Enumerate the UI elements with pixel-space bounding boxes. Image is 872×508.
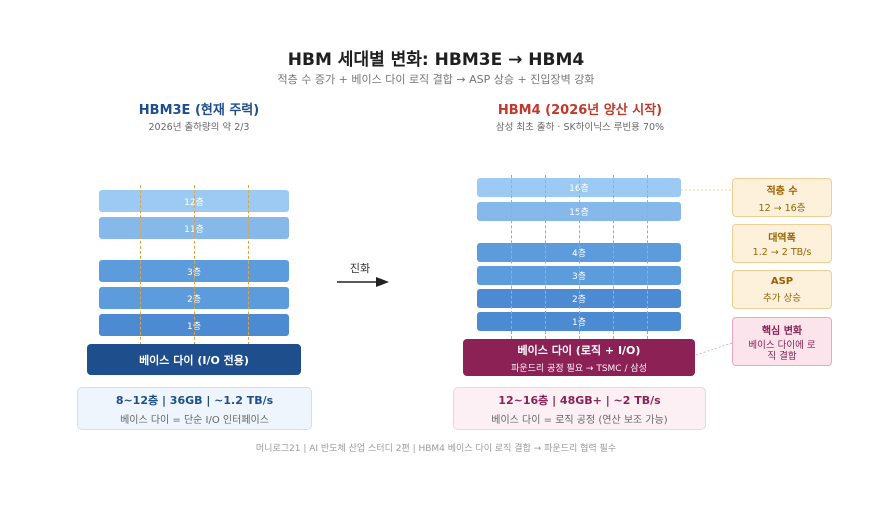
hbm3e-subheading: 2026년 출하량의 약 2/3 bbox=[148, 122, 250, 133]
callout-connectors bbox=[681, 189, 733, 356]
hbm3e-heading: HBM3E (현재 주력) bbox=[138, 103, 260, 118]
hbm3e-tsv-line bbox=[140, 185, 141, 345]
callout-asp: ASP 추가 상승 bbox=[732, 270, 832, 309]
hbm4-spec-main: 12~16층 | 48GB+ | ~2 TB/s bbox=[498, 393, 661, 407]
callout-bandwidth: 대역폭 1.2 → 2 TB/s bbox=[732, 224, 832, 263]
callout-stack-count-detail: 12 → 16층 bbox=[758, 202, 806, 214]
hbm3e-spec-box: 8~12층 | 36GB | ~1.2 TB/s 베이스 다이 = 단순 I/O… bbox=[77, 387, 312, 430]
hbm4-base-die: 베이스 다이 (로직 + I/O) 파운드리 공정 필요 → TSMC / 삼성 bbox=[463, 339, 695, 376]
hbm4-spec-sub: 베이스 다이 = 로직 공정 (연산 보조 가능) bbox=[491, 414, 668, 426]
hbm3e-tsv-line bbox=[248, 185, 249, 345]
hbm4-tsv-line bbox=[613, 175, 614, 339]
hbm3e-tsv-line bbox=[194, 185, 195, 345]
hbm3e-spec-sub: 베이스 다이 = 단순 I/O 인터페이스 bbox=[120, 414, 269, 426]
callout-stack-count-title: 적층 수 bbox=[766, 185, 798, 197]
hbm4-heading: HBM4 (2026년 양산 시작) bbox=[497, 103, 663, 118]
callout-key-change-detail: 베이스 다이에 로직 결합 bbox=[748, 339, 816, 362]
evolution-arrow-icon bbox=[337, 277, 389, 287]
hbm4-spec-box: 12~16층 | 48GB+ | ~2 TB/s 베이스 다이 = 로직 공정 … bbox=[453, 387, 706, 430]
page-subtitle: 적층 수 증가 + 베이스 다이 로직 결합 → ASP 상승 + 진입장벽 강… bbox=[277, 73, 595, 86]
page-title: HBM 세대별 변화: HBM3E → HBM4 bbox=[287, 50, 585, 70]
callout-stack-count: 적층 수 12 → 16층 bbox=[732, 178, 832, 217]
callout-bandwidth-detail: 1.2 → 2 TB/s bbox=[752, 247, 812, 258]
callout-asp-title: ASP bbox=[770, 275, 794, 287]
callout-asp-detail: 추가 상승 bbox=[763, 292, 801, 304]
hbm4-base-die-note: 파운드리 공정 필요 → TSMC / 삼성 bbox=[511, 363, 647, 374]
hbm4-base-die-label: 베이스 다이 (로직 + I/O) bbox=[517, 343, 641, 357]
footer-note: 머니로그21 | AI 반도체 산업 스터디 2편 | HBM4 베이스 다이 … bbox=[255, 444, 617, 454]
callout-key-change: 핵심 변화 베이스 다이에 로직 결합 bbox=[732, 317, 832, 366]
hbm3e-spec-main: 8~12층 | 36GB | ~1.2 TB/s bbox=[115, 393, 274, 407]
hbm4-tsv-line bbox=[579, 175, 580, 339]
hbm4-tsv-line bbox=[545, 175, 546, 339]
hbm4-tsv-line bbox=[511, 175, 512, 339]
callout-key-change-title: 핵심 변화 bbox=[761, 325, 803, 337]
callout-bandwidth-title: 대역폭 bbox=[768, 233, 796, 244]
hbm4-subheading: 삼성 최초 출하 · SK하이닉스 루빈용 70% bbox=[495, 122, 665, 133]
hbm3e-base-die-label: 베이스 다이 (I/O 전용) bbox=[139, 353, 249, 367]
evolution-label: 진화 bbox=[349, 262, 371, 275]
hbm4-tsv-line bbox=[647, 175, 648, 339]
hbm3e-base-die: 베이스 다이 (I/O 전용) bbox=[87, 344, 301, 375]
